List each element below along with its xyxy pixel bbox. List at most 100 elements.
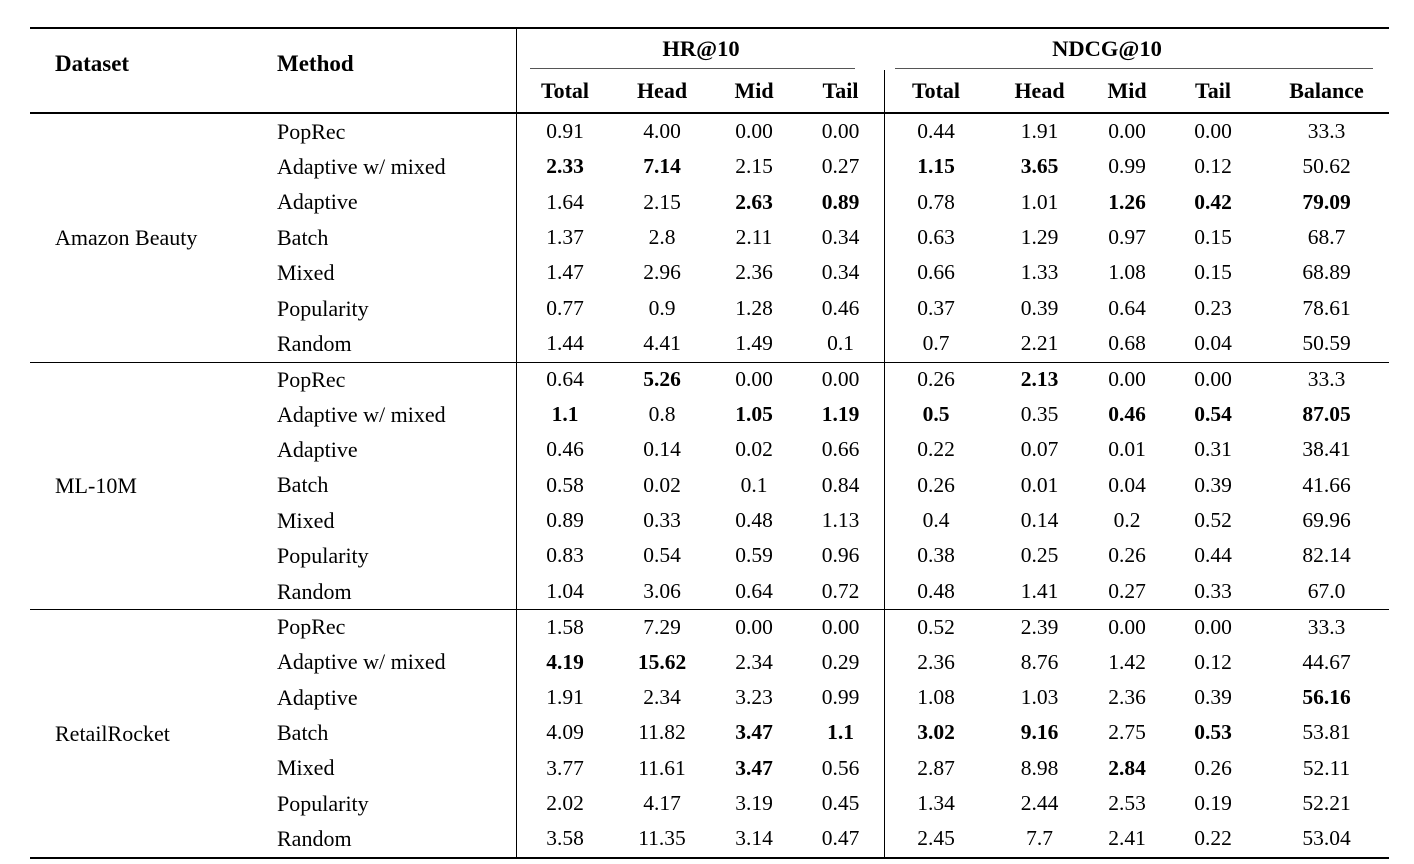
- value-cell: 0.96: [797, 538, 885, 574]
- value-cell: 79.09: [1302, 189, 1351, 214]
- value-cell: 0.39: [1020, 295, 1059, 320]
- column-header-dataset: Dataset: [30, 29, 272, 114]
- value-cell: 4.09: [546, 720, 584, 745]
- method-label: Batch: [272, 715, 517, 751]
- value-cell: 4.00: [643, 118, 681, 143]
- value-cell: 3.47: [735, 755, 773, 780]
- value-cell: 0.01: [1108, 437, 1146, 462]
- method-label: Adaptive: [272, 680, 517, 716]
- value-cell: 0.56: [797, 750, 885, 787]
- value-cell: 0.89: [546, 508, 584, 533]
- value-cell: 0.54: [643, 543, 681, 568]
- value-cell: 0.37: [917, 295, 955, 320]
- value-cell: 0.34: [797, 220, 885, 256]
- value-cell: 1.05: [735, 401, 773, 426]
- column-header-hr-tail: Tail: [797, 70, 885, 114]
- value-cell: 1.01: [1020, 189, 1059, 214]
- value-cell: 2.45: [917, 826, 955, 851]
- value-cell: 67.0: [1307, 578, 1346, 603]
- value-cell: 0.72: [797, 573, 885, 610]
- value-cell: 11.35: [638, 826, 686, 851]
- value-cell: 2.87: [917, 755, 955, 780]
- method-label: PopRec: [272, 609, 517, 645]
- value-cell: 0.46: [1108, 401, 1146, 426]
- value-cell: 1.64: [546, 189, 584, 214]
- value-cell: 11.82: [638, 720, 686, 745]
- value-cell: 0.00: [797, 361, 885, 397]
- value-cell: 78.61: [1302, 295, 1351, 320]
- value-cell: 7.14: [643, 154, 681, 179]
- value-cell: 0.63: [917, 225, 955, 250]
- value-cell: 0.64: [735, 578, 773, 603]
- value-cell: 0.52: [885, 609, 987, 644]
- value-cell: 0.99: [797, 680, 885, 716]
- value-cell: 0.58: [546, 472, 584, 497]
- value-cell: 68.89: [1302, 260, 1351, 285]
- value-cell: 0.02: [735, 437, 773, 462]
- value-cell: 87.05: [1302, 401, 1351, 426]
- value-cell: 41.66: [1302, 472, 1351, 497]
- value-cell: 1.47: [546, 260, 584, 285]
- value-cell: 0.52: [1194, 508, 1232, 533]
- value-cell: 2.11: [735, 225, 773, 250]
- value-cell: 2.39: [987, 609, 1092, 644]
- value-cell: 0.12: [1194, 649, 1232, 674]
- value-cell: 1.26: [1108, 189, 1146, 214]
- value-cell: 0.26: [885, 361, 987, 397]
- value-cell: 1.42: [1108, 649, 1146, 674]
- value-cell: 1.13: [797, 503, 885, 539]
- value-cell: 0.00: [797, 609, 885, 645]
- value-cell: 0.00: [797, 114, 885, 150]
- value-cell: 7.7: [1026, 826, 1053, 851]
- value-cell: 0.1: [740, 472, 768, 497]
- value-cell: 2.34: [735, 649, 773, 674]
- value-cell: 0.14: [1020, 508, 1059, 533]
- method-label: Adaptive w/ mixed: [272, 644, 517, 680]
- value-cell: 68.7: [1307, 225, 1346, 250]
- value-cell: 4.17: [643, 791, 681, 816]
- value-cell: 0.33: [1194, 578, 1232, 603]
- value-cell: 0.04: [1108, 472, 1146, 497]
- value-cell: 0.97: [1108, 225, 1146, 250]
- value-cell: 0.07: [1020, 437, 1059, 462]
- value-cell: 2.15: [735, 154, 773, 179]
- value-cell: 1.34: [917, 791, 955, 816]
- dataset-label: RetailRocket: [30, 609, 272, 857]
- value-cell: 3.14: [735, 826, 773, 851]
- value-cell: 0.1: [797, 326, 885, 362]
- value-cell: 0.84: [797, 467, 885, 504]
- value-cell: 0.00: [735, 118, 773, 143]
- value-cell: 0.15: [1194, 225, 1232, 250]
- value-cell: 2.44: [1020, 791, 1059, 816]
- value-cell: 0.27: [797, 149, 885, 185]
- value-cell: 1.91: [1020, 118, 1059, 143]
- value-cell: 1.15: [917, 154, 955, 179]
- value-cell: 0.22: [917, 437, 955, 462]
- column-group-ndcg10: NDCG@10: [885, 29, 1389, 70]
- value-cell: 1.19: [797, 397, 885, 433]
- value-cell: 2.36: [917, 649, 955, 674]
- value-cell: 0.26: [1108, 543, 1146, 568]
- value-cell: 0.68: [1108, 331, 1146, 356]
- value-cell: 0.38: [917, 543, 955, 568]
- value-cell: 0.99: [1108, 154, 1146, 179]
- value-cell: 1.58: [517, 609, 613, 644]
- value-cell: 0.26: [1194, 755, 1232, 780]
- value-cell: 0.48: [917, 578, 955, 603]
- method-label: Mixed: [272, 255, 517, 291]
- value-cell: 0.22: [1194, 826, 1232, 851]
- results-table: Dataset Method HR@10 NDCG@10 Total Head …: [30, 27, 1389, 859]
- value-cell: 0.53: [1194, 720, 1232, 745]
- value-cell: 0.02: [643, 472, 681, 497]
- value-cell: 3.06: [643, 578, 681, 603]
- value-cell: 1.37: [546, 225, 584, 250]
- value-cell: 0.2: [1113, 508, 1141, 533]
- method-label: Popularity: [272, 290, 517, 327]
- column-header-ndcg-mid: Mid: [1092, 70, 1162, 114]
- column-header-balance: Balance: [1264, 70, 1389, 114]
- value-cell: 0.89: [797, 184, 885, 221]
- dataset-label: ML-10M: [30, 361, 272, 610]
- value-cell: 1.44: [546, 331, 584, 356]
- value-cell: 2.53: [1108, 791, 1146, 816]
- value-cell: 0.59: [735, 543, 773, 568]
